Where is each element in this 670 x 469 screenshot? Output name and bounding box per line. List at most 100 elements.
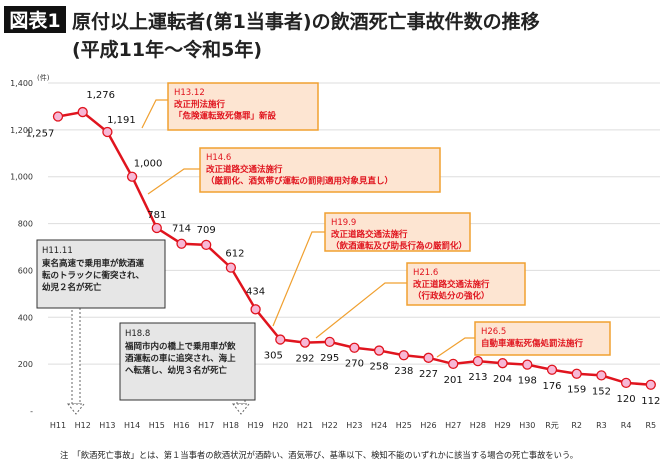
data-point [102,126,113,138]
data-point [324,336,335,348]
law-annotation-date: H19.9 [331,218,356,228]
event-annotation-date: H18.8 [125,329,150,339]
y-tick-label: 600 [18,266,33,275]
event-arrow-head [66,403,86,415]
law-annotation-text: （行政処分の強化） [413,291,490,302]
x-tick-label: H25 [396,421,412,430]
law-annotation-text: 「危険運転致死傷罪」新設 [174,111,277,122]
law-annotation-text: （飲酒運転及び助長行為の厳罰化） [331,241,467,252]
data-label: 198 [518,376,537,387]
law-annotation-text: 改正道路交通法施行 [206,164,283,175]
x-tick-label: H21 [297,421,313,430]
annotation-leader-line [436,337,475,358]
data-label: 204 [493,374,512,385]
figure-badge: 図表1 [9,9,60,32]
law-annotation-box [324,212,471,252]
chart-title: 原付以上運転者(第1当事者)の飲酒死亡事故件数の推移 [72,10,540,33]
x-tick-label: R元 [545,421,559,430]
x-tick-label: R2 [571,421,582,430]
annotation-leader-line [272,231,325,327]
event-annotation-date: H11.11 [42,246,73,256]
event-arrow-head [231,403,251,415]
data-label: 176 [542,381,561,392]
data-point [645,379,656,390]
data-label: 292 [295,354,314,365]
event-annotation-text: 幼児２名が死亡 [42,282,102,293]
y-tick-label: 200 [18,360,33,369]
data-point [299,337,311,348]
data-label: 781 [147,210,166,221]
event-arrow-shaft [236,399,246,405]
law-annotation-date: H13.12 [174,88,205,98]
law-annotation-text: （厳罰化、酒気帯び運転の罰則適用対象見直し） [206,176,393,187]
y-tick-label: 1,400 [10,79,33,88]
x-tick-label: H29 [494,421,510,430]
event-annotation-text: へ転落し、幼児３名が死亡 [125,365,228,376]
x-tick-label: H27 [445,421,461,430]
data-label: 152 [592,386,611,397]
law-annotation-text: 改正刑法施行 [174,99,226,110]
x-tick-label: H30 [519,421,535,430]
data-point [349,342,360,353]
x-tick-label: H28 [470,421,486,430]
data-label: 714 [172,224,191,235]
data-point [497,358,508,369]
y-tick-label: 400 [18,313,33,322]
event-annotation-box [36,239,166,309]
x-tick-label: H13 [99,421,115,430]
data-label: 434 [246,286,265,297]
law-annotation-box [199,147,441,193]
data-label: 709 [197,225,216,236]
annotation-leader-line [315,282,407,339]
x-tick-label: H19 [247,421,263,430]
x-tick-label: H16 [173,421,189,430]
x-tick-label: R5 [645,421,656,430]
data-label: 1,257 [26,129,55,140]
event-annotation-text: 東名高速で乗用車が飲酒運 [42,258,145,269]
x-tick-label: H12 [75,421,91,430]
data-label: 612 [225,249,244,260]
data-label: 227 [419,369,438,380]
data-point [52,111,64,122]
law-annotation-text: 改正道路交通法施行 [331,229,408,240]
event-annotation-text: 福岡市内の橋上で乗用車が飲 [124,341,236,352]
data-label: 258 [370,362,389,373]
x-tick-label: H15 [149,421,165,430]
event-annotation-text: 転のトラックに衝突され、 [42,270,144,281]
data-label: 238 [394,366,413,377]
y-tick-label: - [30,407,33,416]
y-axis-unit: (件) [37,73,50,82]
law-annotation-text: 自動車運転死傷処罰法施行 [481,338,584,349]
data-point [423,352,434,363]
data-label: 1,276 [86,90,115,101]
x-tick-label: R3 [596,421,607,430]
data-point [571,368,582,379]
data-point [176,238,187,249]
data-point [250,304,261,315]
data-point [472,355,484,367]
law-annotation-date: H14.6 [206,153,231,163]
y-tick-label: 800 [18,220,33,229]
law-annotation-text: 改正道路交通法施行 [413,279,490,290]
x-tick-label: H20 [272,421,288,430]
x-tick-label: H17 [198,421,214,430]
data-point [225,262,237,273]
footnote: 注 「飲酒死亡事故」とは、第１当事者の飲酒状況が酒酔い、酒気帯び、基準以下、検知… [60,450,578,460]
data-label: 120 [617,394,636,405]
x-tick-label: H14 [124,421,140,430]
data-point [448,358,459,370]
law-annotation-box [167,82,319,131]
law-annotation-date: H21.6 [413,268,438,278]
annotation-leader-line [147,168,200,195]
data-label: 1,000 [134,159,163,170]
data-point [201,239,212,251]
y-tick-label: 1,200 [10,126,33,135]
data-point [398,350,409,361]
chart-subtitle: (平成11年～令和5年) [72,38,262,61]
data-point [275,334,286,345]
law-annotation-box [406,262,526,306]
data-point [126,171,138,182]
event-annotation-box [119,322,256,401]
event-arrow-shaft [71,307,81,405]
